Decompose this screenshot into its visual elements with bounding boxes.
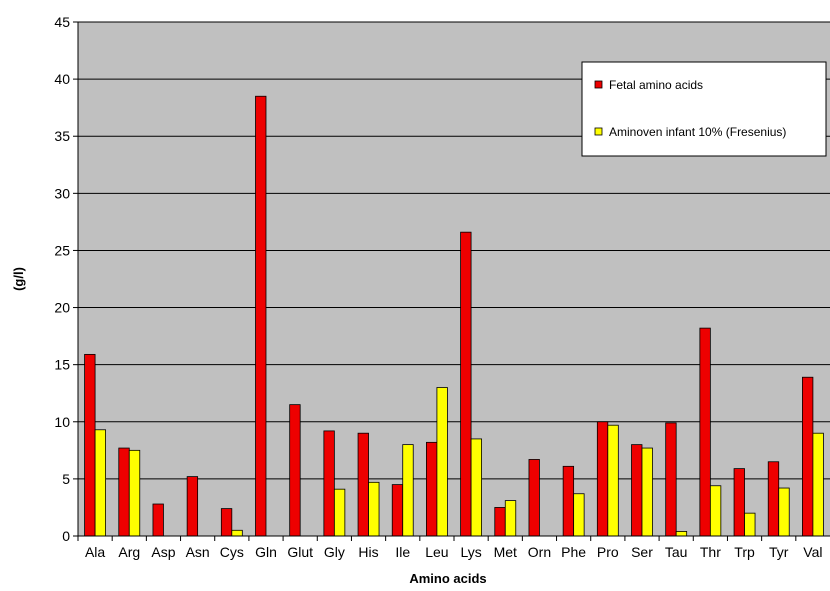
- x-tick-label: Val: [803, 544, 822, 560]
- x-tick-label: His: [358, 544, 378, 560]
- bar-fetal-asp: [152, 503, 164, 537]
- bar-aminoven-ser: [641, 447, 653, 537]
- bar-aminoven-tyr: [778, 487, 790, 537]
- x-tick-label: Orn: [528, 544, 551, 560]
- legend: Fetal amino acids Aminoven infant 10% (F…: [581, 61, 827, 157]
- bar-aminoven-cys: [231, 529, 243, 537]
- x-tick-label: Asn: [186, 544, 210, 560]
- bar-fetal-gly: [323, 430, 335, 537]
- bar-aminoven-tau: [675, 531, 688, 537]
- y-tick-label: 40: [54, 71, 70, 87]
- bar-fetal-trp: [733, 468, 745, 537]
- bar-fetal-ser: [631, 444, 643, 537]
- y-tick-label: 25: [54, 242, 70, 258]
- legend-swatch-aminoven: [594, 127, 603, 136]
- bar-fetal-ile: [391, 484, 404, 537]
- x-tick-label: Arg: [118, 544, 140, 560]
- bar-fetal-phe: [562, 465, 575, 537]
- y-tick-labels: 0 5 10 15 20 25 30 35 40 45: [54, 14, 70, 544]
- x-tick-label: Gln: [255, 544, 277, 560]
- y-tick-label: 10: [54, 414, 70, 430]
- bar-fetal-tau: [665, 422, 677, 537]
- y-tick-label: 5: [62, 471, 70, 487]
- bar-aminoven-ile: [402, 444, 414, 537]
- axes: [73, 21, 830, 541]
- y-tick-label: 0: [62, 528, 70, 544]
- x-tick-label: Thr: [700, 544, 721, 560]
- x-tick-label: Trp: [734, 544, 755, 560]
- bar-fetal-ala: [84, 353, 96, 537]
- x-tick-label: Lys: [460, 544, 481, 560]
- bar-fetal-tyr: [767, 461, 780, 537]
- bar-fetal-leu: [426, 441, 438, 537]
- y-axis-title: (g/l): [11, 267, 26, 291]
- x-tick-label: Tyr: [769, 544, 789, 560]
- bar-fetal-arg: [118, 447, 130, 537]
- bar-fetal-gln: [255, 95, 267, 537]
- x-tick-label: Ala: [85, 544, 105, 560]
- bar-aminoven-val: [812, 432, 824, 537]
- x-tick-label: Cys: [220, 544, 244, 560]
- y-tick-label: 35: [54, 128, 70, 144]
- legend-label-fetal: Fetal amino acids: [609, 78, 703, 92]
- bar-fetal-val: [802, 376, 814, 537]
- bar-aminoven-ala: [94, 429, 106, 537]
- bar-fetal-thr: [699, 327, 711, 537]
- bar-aminoven-his: [368, 481, 380, 537]
- x-tick-label: Gly: [324, 544, 345, 560]
- bar-fetal-met: [494, 507, 506, 537]
- legend-box: [581, 61, 827, 157]
- bar-aminoven-arg: [128, 449, 141, 537]
- bar-fetal-cys: [220, 508, 233, 537]
- bar-aminoven-met: [504, 500, 517, 537]
- bar-aminoven-phe: [573, 493, 585, 537]
- x-tick-label: Pro: [597, 544, 619, 560]
- bar-fetal-his: [357, 432, 369, 537]
- bar-fetal-pro: [596, 421, 609, 537]
- legend-swatch-fetal: [594, 80, 603, 89]
- bar-aminoven-leu: [436, 387, 448, 537]
- bar-aminoven-trp: [744, 512, 756, 537]
- x-tick-label: Phe: [561, 544, 586, 560]
- x-tick-label: Tau: [665, 544, 688, 560]
- x-tick-label: Glut: [287, 544, 313, 560]
- bar-aminoven-thr: [709, 485, 722, 537]
- bar-fetal-asn: [186, 476, 199, 537]
- x-tick-label: Asp: [151, 544, 175, 560]
- bar-fetal-lys: [460, 231, 472, 537]
- legend-label-aminoven: Aminoven infant 10% (Fresenius): [609, 125, 786, 139]
- y-tick-label: 30: [54, 185, 70, 201]
- bar-aminoven-pro: [607, 424, 619, 537]
- y-tick-label: 15: [54, 357, 70, 373]
- x-tick-label: Ile: [395, 544, 410, 560]
- y-tick-label: 20: [54, 300, 70, 316]
- x-tick-label: Leu: [425, 544, 448, 560]
- bars: [84, 95, 824, 537]
- x-tick-labels: Ala Arg Asp Asn Cys Gln Glut Gly His Ile Leu Lys Met…: [85, 544, 823, 560]
- x-tick-label: Ser: [631, 544, 653, 560]
- y-tick-label: 45: [54, 14, 70, 30]
- bar-fetal-glut: [289, 404, 301, 537]
- bar-fetal-orn: [528, 459, 540, 537]
- x-tick-label: Met: [494, 544, 517, 560]
- x-axis-title: Amino acids: [409, 571, 486, 586]
- bar-aminoven-lys: [470, 438, 482, 537]
- bar-aminoven-gly: [333, 488, 346, 537]
